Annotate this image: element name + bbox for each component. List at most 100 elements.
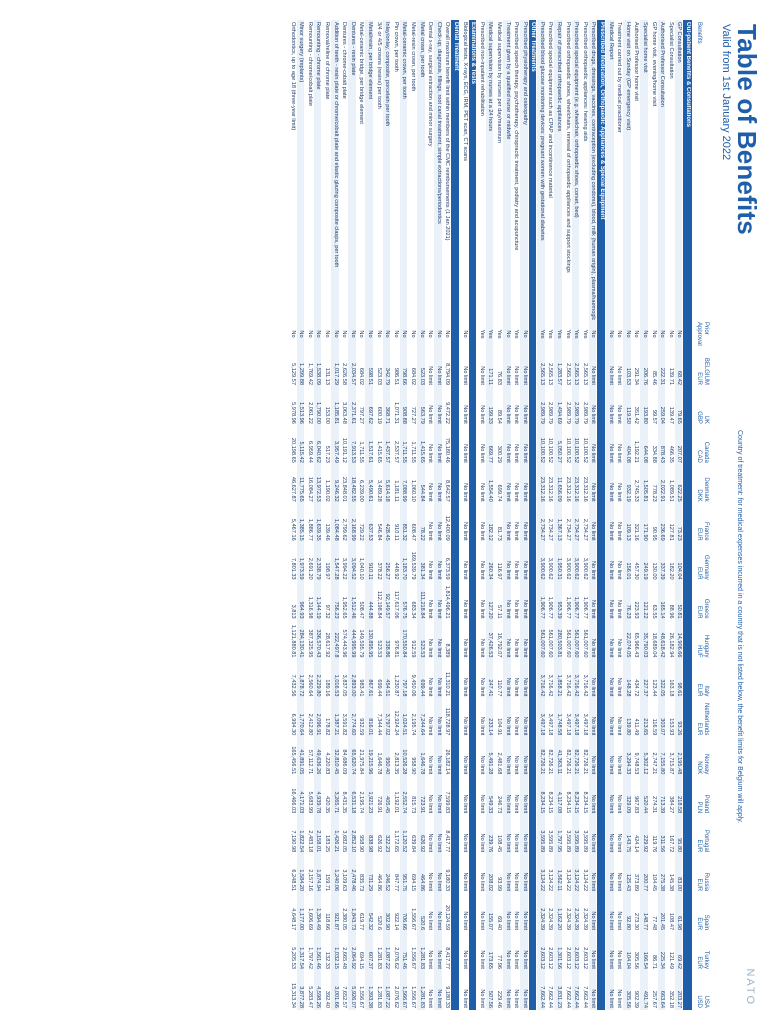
limit-cell: 520.6 bbox=[416, 893, 426, 933]
limit-cell: No limit bbox=[605, 815, 615, 855]
limit-cell: No limit bbox=[502, 737, 512, 777]
limit-cell: 182.20 bbox=[665, 542, 675, 582]
limit-cell: No limit bbox=[433, 932, 443, 971]
limit-cell: No limit bbox=[425, 932, 434, 971]
limit-cell: 84,686.09 bbox=[339, 737, 348, 777]
limit-cell: No limit bbox=[605, 932, 615, 971]
limit-cell: 336,570.43 bbox=[313, 620, 322, 660]
limit-cell: 11,310.21 bbox=[442, 659, 451, 699]
limit-cell: 218.58 bbox=[674, 776, 683, 816]
limit-cell: 1,843.73 bbox=[347, 893, 357, 933]
benefit-name: Dental x-ray, surgical extraction and mi… bbox=[425, 20, 434, 320]
benefit-name: Inlay/onlay, composite, porcelain per to… bbox=[382, 20, 391, 320]
limit-cell: 815.73 bbox=[407, 776, 417, 816]
prior-approval-cell: No bbox=[416, 320, 426, 348]
limit-cell: 28,617.92 bbox=[321, 620, 331, 660]
limit-cell: 420.35 bbox=[321, 776, 331, 816]
limit-cell: 257.67 bbox=[648, 971, 658, 1010]
limit-cell: 2,324.39 bbox=[536, 893, 546, 933]
table-row: Prescribed physiotherapy and osteopathy N… bbox=[519, 20, 529, 1010]
limit-cell: 9,748.53 bbox=[631, 737, 640, 777]
limit-cell: 3,715.87 bbox=[665, 737, 675, 777]
limit-cell: 329.09 bbox=[622, 776, 632, 816]
section-header: Other Treatments bbox=[528, 20, 537, 1010]
col-header-usa: USA USD bbox=[691, 971, 710, 1010]
limit-cell: No limit bbox=[459, 893, 469, 933]
limit-cell: 117,617.06 bbox=[390, 581, 400, 621]
limit-cell: 756.23 bbox=[330, 581, 340, 621]
prior-approval-cell: Yes bbox=[485, 320, 494, 348]
limit-cell: No limit bbox=[519, 854, 529, 894]
limit-cell: 20,198.65 bbox=[287, 425, 297, 465]
limit-cell: 3,900.62 bbox=[571, 542, 580, 582]
limit-cell: 2,412.80 bbox=[304, 698, 314, 738]
limit-cell: 112,198.84 bbox=[373, 581, 383, 621]
limit-cell: 3,489.28 bbox=[373, 464, 383, 504]
table-row: Overall maximum benefit limit within mem… bbox=[442, 20, 451, 1010]
limit-cell: 23,312.16 bbox=[536, 464, 546, 504]
limit-cell: 561,007.60 bbox=[545, 620, 554, 660]
limit-cell: 26,182.94 bbox=[665, 620, 675, 660]
limit-cell: No limit bbox=[519, 893, 529, 933]
limit-cell: 1,814,496.21 bbox=[442, 581, 451, 621]
limit-cell: 3,900.62 bbox=[579, 542, 589, 582]
limit-cell: 1,562.11 bbox=[554, 854, 563, 894]
limit-cell: 69.40 bbox=[493, 893, 503, 933]
col-header-portugal: Portugal EUR bbox=[691, 815, 710, 855]
limit-cell: No limit bbox=[459, 971, 469, 1010]
limit-cell: 910.11 bbox=[364, 542, 374, 582]
limit-cell: 132.33 bbox=[321, 932, 331, 971]
limit-cell: 68.42 bbox=[674, 348, 683, 387]
limit-cell: 1,566.67 bbox=[399, 971, 408, 1010]
benefit-name: Specialist Consultation bbox=[665, 20, 675, 320]
limit-cell: 1,162.20 bbox=[554, 893, 563, 933]
limit-cell: 351.42 bbox=[631, 386, 640, 426]
limit-cell: 23,312.16 bbox=[571, 464, 580, 504]
limit-cell: 1,906.77 bbox=[571, 581, 580, 621]
limit-cell: 3,716.42 bbox=[579, 659, 589, 699]
limit-cell: 964.93 bbox=[296, 581, 305, 621]
section-title: Prescribed Medication, Orthopaedic Appli… bbox=[596, 20, 606, 1010]
prior-approval-cell: No bbox=[407, 320, 417, 348]
limit-cell: 1,084.48 bbox=[330, 503, 340, 543]
limit-cell: 98.61 bbox=[674, 659, 683, 699]
prior-approval-cell: Yes bbox=[476, 320, 486, 348]
limit-cell: 143.75 bbox=[622, 815, 632, 855]
limit-cell: 9,246.32 bbox=[330, 464, 340, 504]
limit-cell: 352.18 bbox=[665, 971, 675, 1010]
prior-approval-cell: No bbox=[674, 320, 683, 348]
limit-cell: No limit bbox=[588, 620, 597, 660]
limit-cell: 1,394.49 bbox=[313, 893, 322, 933]
limit-cell: No limit bbox=[425, 581, 434, 621]
benefit-name: Minor surgery (implants) bbox=[296, 20, 305, 320]
section-header: Examinations & Tests bbox=[468, 20, 477, 1010]
limit-cell: 1,906.77 bbox=[579, 581, 589, 621]
limit-cell: 300.29 bbox=[493, 425, 503, 465]
limit-cell: 2,734.27 bbox=[562, 503, 572, 543]
table-row: Addition of teeth - resin plate or chrom… bbox=[330, 20, 340, 1010]
limit-cell: 259.04 bbox=[657, 386, 666, 426]
limit-cell: No limit bbox=[502, 542, 512, 582]
limit-cell: No limit bbox=[476, 932, 486, 971]
limit-cell: 392.40 bbox=[321, 971, 331, 1010]
limit-cell: 223.93 bbox=[631, 581, 640, 621]
limit-cell: 1,192.21 bbox=[631, 425, 640, 465]
limit-cell: 3,595.89 bbox=[545, 815, 554, 855]
prior-approval-cell: No bbox=[330, 320, 340, 348]
limit-cell: 523.53 bbox=[373, 620, 383, 660]
limit-cell: 2,989.79 bbox=[571, 386, 580, 426]
intro-text: Country of treatment: for medical expens… bbox=[736, 430, 743, 824]
limit-cell: 2,478.46 bbox=[347, 854, 357, 894]
prior-approval-cell: Yes bbox=[511, 320, 520, 348]
limit-cell: 10,100.52 bbox=[579, 425, 589, 465]
limit-cell: 153.93 bbox=[665, 698, 675, 738]
limit-cell: 1,505.81 bbox=[639, 464, 649, 504]
limit-cell: 3,124.22 bbox=[562, 854, 572, 894]
limit-cell: No limit bbox=[614, 659, 623, 699]
limit-cell: 2,552.74 bbox=[399, 776, 408, 816]
limit-cell: 2,565.13 bbox=[562, 348, 572, 387]
limit-cell: 3,797.02 bbox=[382, 698, 391, 738]
limit-cell: No limit bbox=[519, 971, 529, 1010]
limit-cell: 1,513.96 bbox=[296, 386, 305, 426]
limit-cell: 699.44 bbox=[416, 659, 426, 699]
